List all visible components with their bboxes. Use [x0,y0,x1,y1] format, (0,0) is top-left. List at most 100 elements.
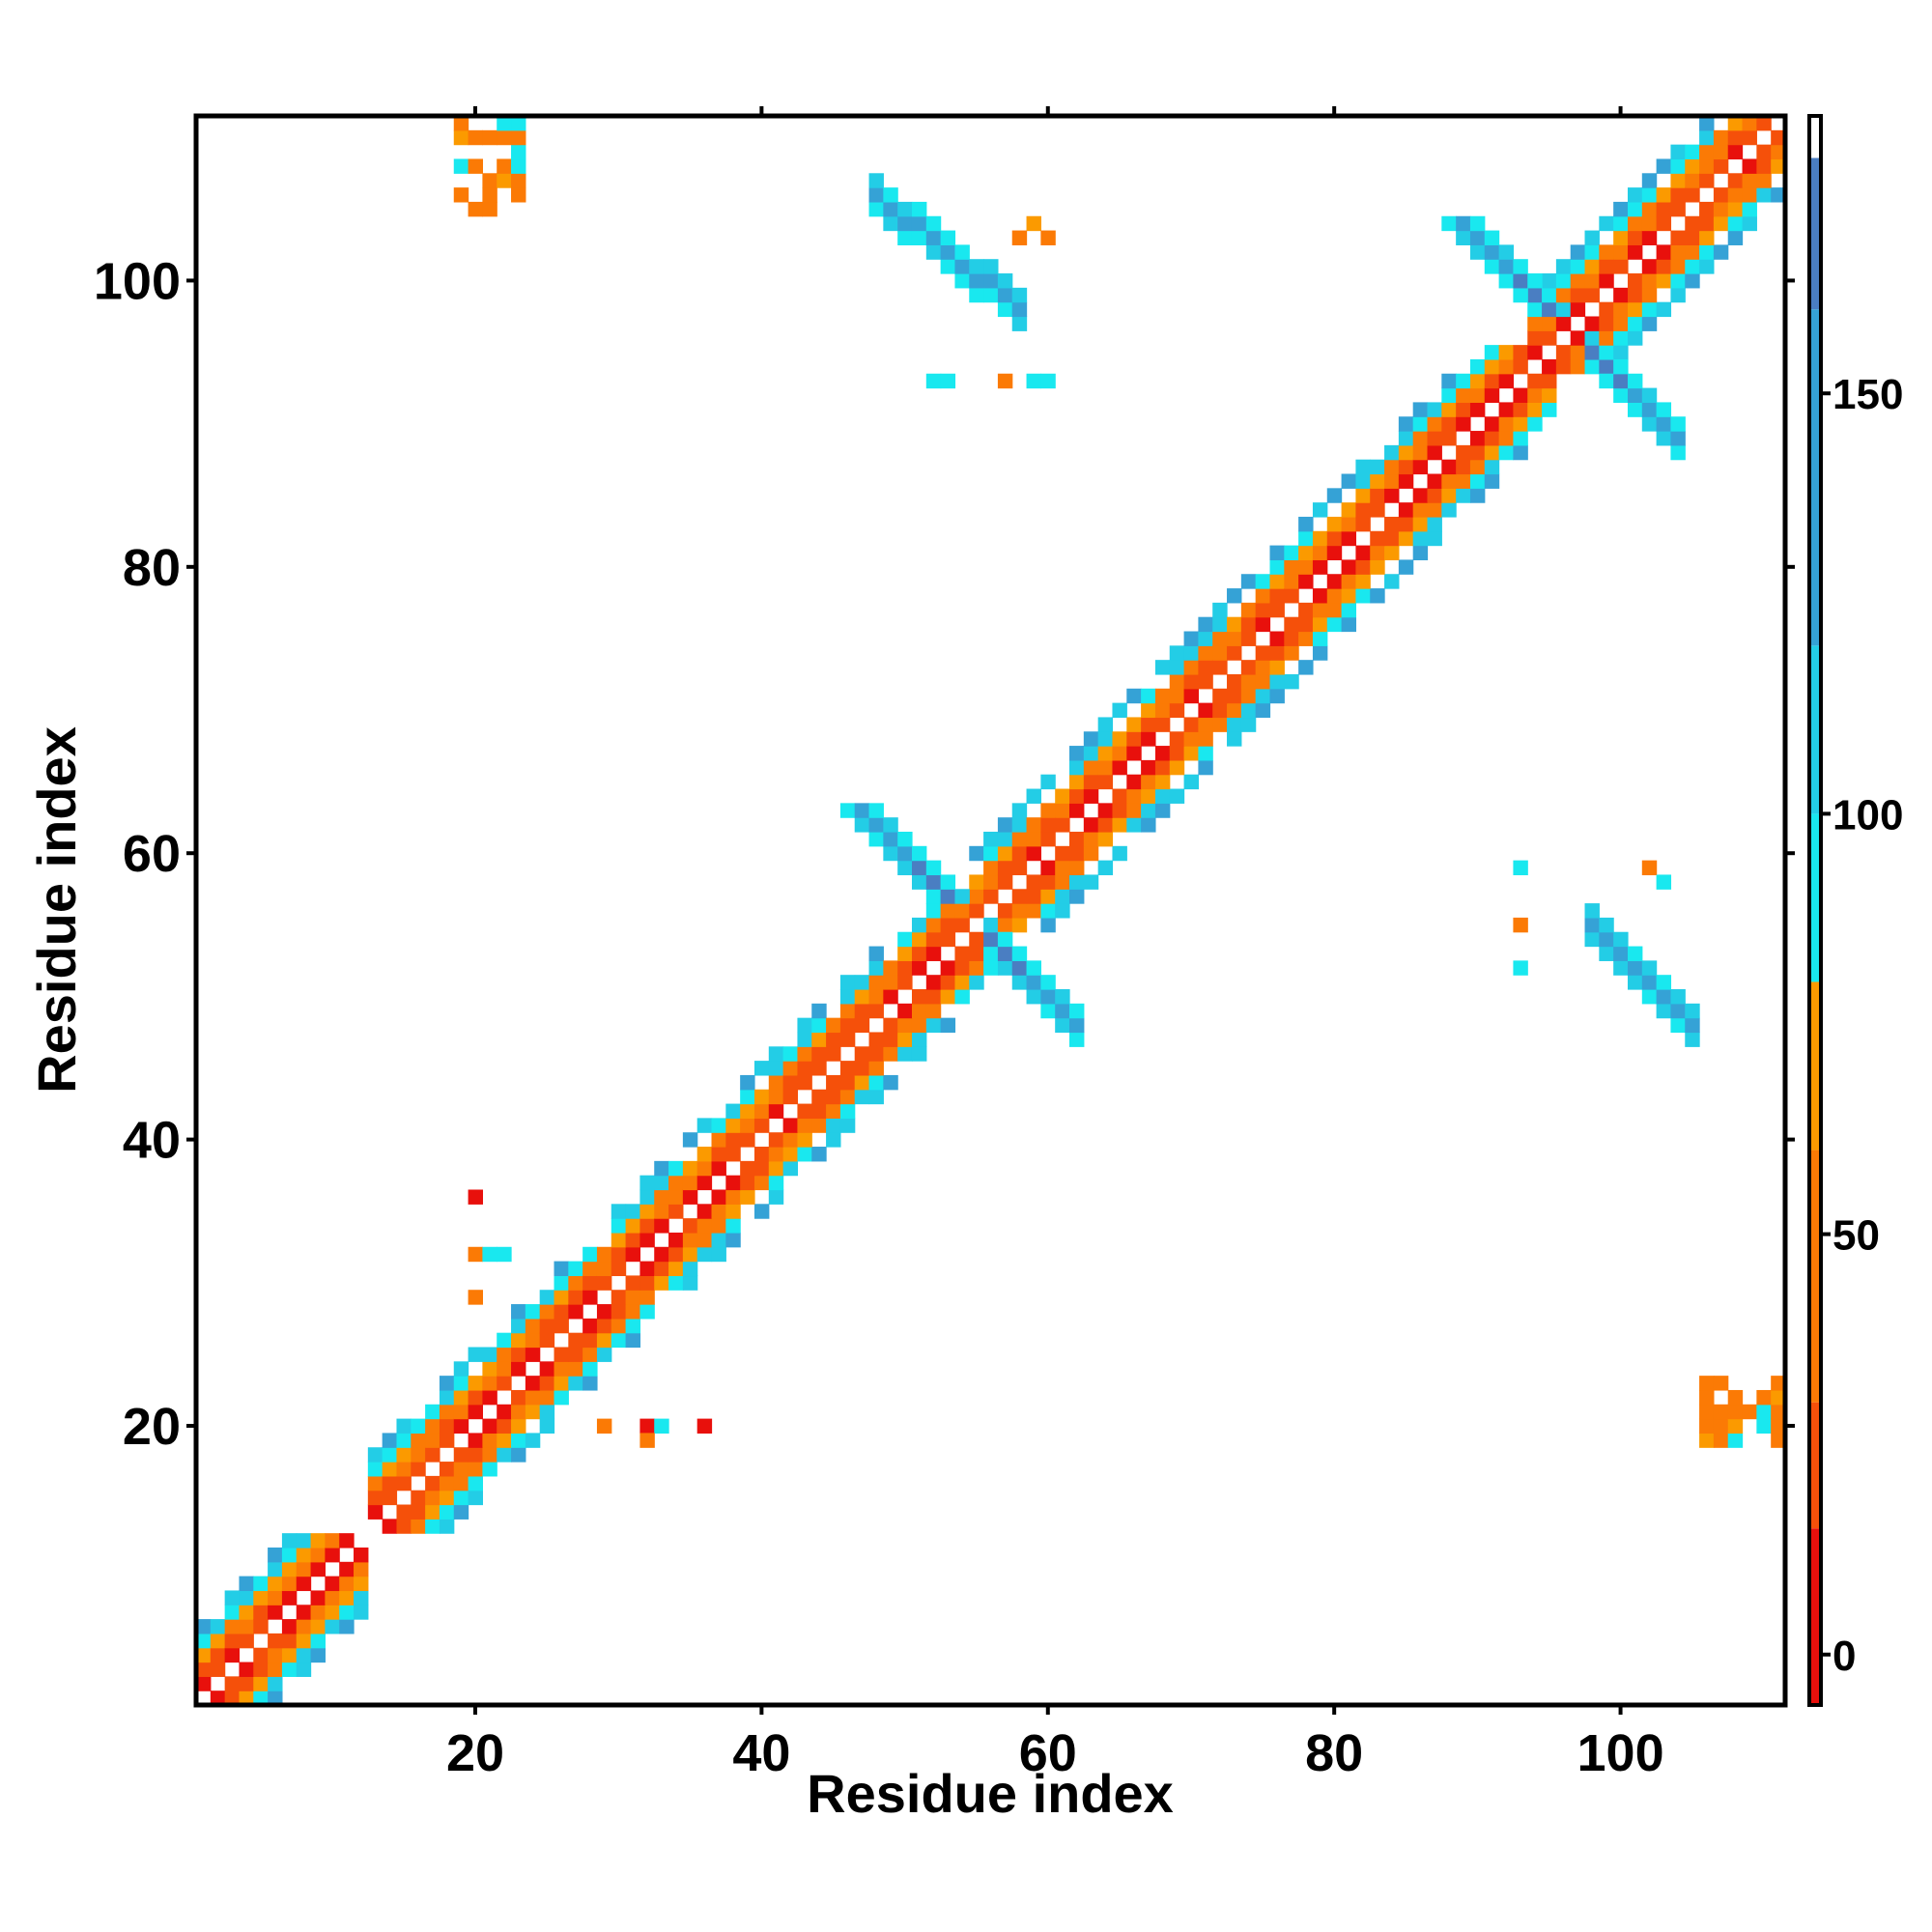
heatmap-cell [210,1633,226,1649]
heatmap-cell [253,1676,269,1691]
heatmap-cell [1326,588,1343,604]
heatmap-cell [1584,330,1600,346]
heatmap-cell [1670,244,1686,260]
heatmap-cell [568,1275,583,1291]
heatmap-cell [997,273,1013,289]
heatmap-cell [1112,845,1127,862]
heatmap-cell [1756,144,1772,160]
heatmap-cell [911,960,927,976]
heatmap-cell [239,1576,254,1592]
heatmap-cell [1040,817,1056,833]
heatmap-cell [268,1633,283,1649]
heatmap-cell [1771,187,1786,203]
heatmap-cell [1742,173,1757,188]
heatmap-cell [1198,702,1213,719]
heatmap-cell [611,1332,627,1349]
heatmap-cell [1713,215,1729,232]
heatmap-cell [1183,673,1199,690]
heatmap-cell [1584,273,1600,289]
heatmap-cell [1154,803,1171,818]
heatmap-cell [868,817,884,833]
heatmap-cell [1055,788,1070,804]
heatmap-cell [1083,731,1099,747]
heatmap-cell [1699,259,1715,274]
heatmap-cell [1527,330,1543,346]
heatmap-cell [768,1189,784,1205]
colorbar-tick-label: 0 [1833,1633,1856,1680]
heatmap-cell [1771,1376,1786,1391]
heatmap-cell [696,1204,713,1219]
heatmap-cell [654,1175,669,1191]
heatmap-cell [725,1204,741,1219]
heatmap-cell [1412,431,1429,446]
heatmap-cell [1427,502,1442,518]
heatmap-cell [1326,530,1343,547]
heatmap-cell [1040,373,1056,389]
heatmap-cell [696,1160,713,1177]
heatmap-cell [239,1633,254,1649]
heatmap-cell [497,1347,512,1362]
heatmap-cell [1599,373,1614,389]
heatmap-cell [1154,788,1171,804]
heatmap-cell [1026,989,1041,1005]
heatmap-cell [868,1032,884,1047]
heatmap-cell [940,230,956,245]
heatmap-cell [897,860,913,876]
colorbar-frame [1807,114,1823,1707]
heatmap-cell [911,946,927,961]
heatmap-cell [1542,316,1557,331]
heatmap-cell [1112,803,1127,818]
heatmap-cell [625,1246,641,1263]
heatmap-cell [525,1347,541,1362]
heatmap-cell [654,1204,669,1219]
heatmap-cell [811,1089,827,1105]
heatmap-cell [1527,387,1543,403]
heatmap-cell [1169,702,1185,719]
heatmap-cell [1169,731,1185,747]
heatmap-cell [1112,817,1127,833]
heatmap-cell [1742,129,1757,146]
heatmap-cell [453,1504,469,1520]
heatmap-cell [1240,673,1257,690]
heatmap-cell [1298,545,1314,561]
heatmap-cell [1412,530,1429,547]
heatmap-cell [1227,673,1242,690]
heatmap-cell [1141,788,1156,804]
heatmap-cell [1427,416,1442,432]
heatmap-cell [439,1504,455,1520]
heatmap-cell [1026,788,1041,804]
heatmap-cell [1370,459,1385,475]
heatmap-cell [1484,230,1500,245]
heatmap-cell [1212,645,1228,661]
x-tick-label: 20 [446,1724,504,1782]
heatmap-cell [453,158,469,174]
heatmap-cell [497,1404,512,1420]
heatmap-cell [511,1318,526,1334]
heatmap-cell [1169,660,1185,675]
heatmap-cell [354,1590,369,1605]
heatmap-cell [883,1046,898,1062]
heatmap-cell [740,1074,755,1091]
heatmap-cell [1599,244,1614,260]
heatmap-cell [711,1218,726,1234]
heatmap-cell [883,1074,898,1091]
heatmap-cell [983,917,999,933]
heatmap-cell [940,931,956,948]
heatmap-cell [854,1061,870,1076]
heatmap-cell [1527,316,1543,331]
heatmap-cell [1713,244,1729,260]
heatmap-cell [482,1246,497,1263]
heatmap-cell [281,1576,298,1592]
heatmap-cell [997,917,1013,933]
heatmap-cell [1370,559,1385,575]
heatmap-cell [582,1246,598,1263]
heatmap-cell [1097,759,1114,776]
heatmap-cell [1141,688,1156,704]
heatmap-cell [1527,345,1543,360]
heatmap-cell [897,1032,913,1047]
heatmap-cell [711,1246,726,1263]
heatmap-cell [1699,1376,1715,1391]
heatmap-cell [696,1175,713,1191]
heatmap-cell [1183,717,1199,732]
